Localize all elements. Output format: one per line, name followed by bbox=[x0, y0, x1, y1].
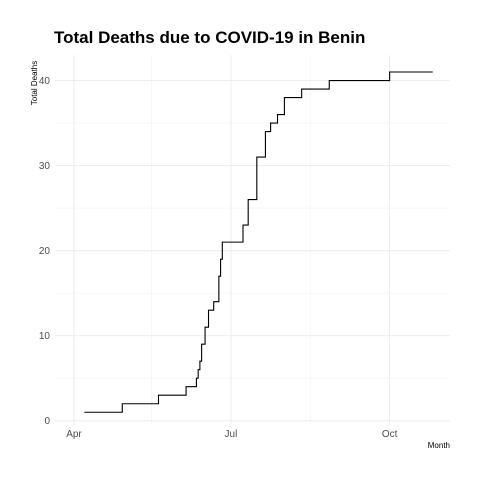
y-axis-label: Total Deaths bbox=[30, 61, 39, 105]
x-tick-labels: Apr Jul Oct bbox=[66, 429, 397, 440]
x-tick-label: Apr bbox=[66, 429, 82, 440]
y-tick-label: 10 bbox=[39, 331, 51, 342]
x-axis-label: Month bbox=[428, 441, 450, 450]
y-tick-label: 30 bbox=[39, 161, 51, 172]
grid bbox=[55, 55, 450, 425]
x-tick-label: Oct bbox=[382, 429, 398, 440]
y-tick-label: 20 bbox=[39, 246, 51, 257]
y-tick-label: 0 bbox=[44, 416, 50, 427]
series-line-total-deaths bbox=[84, 71, 433, 413]
chart-title: Total Deaths due to COVID-19 in Benin bbox=[54, 28, 365, 47]
y-tick-labels: 0 10 20 30 40 bbox=[39, 76, 51, 427]
x-tick-label: Jul bbox=[225, 429, 238, 440]
series-layer bbox=[84, 71, 433, 413]
y-tick-label: 40 bbox=[39, 76, 51, 87]
